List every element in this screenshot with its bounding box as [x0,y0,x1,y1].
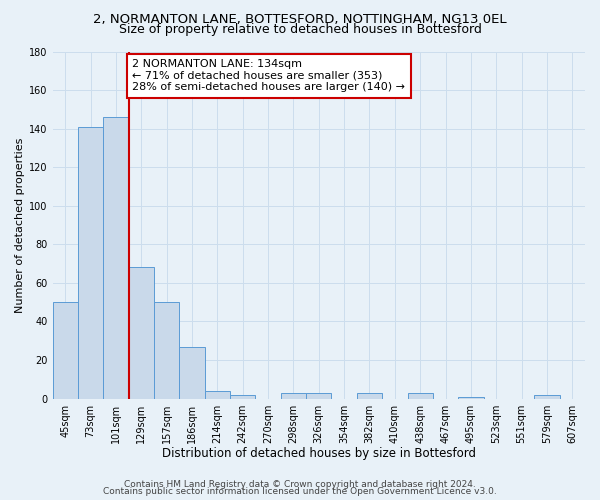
Text: 2, NORMANTON LANE, BOTTESFORD, NOTTINGHAM, NG13 0EL: 2, NORMANTON LANE, BOTTESFORD, NOTTINGHA… [93,12,507,26]
Bar [230,394,256,398]
X-axis label: Distribution of detached houses by size in Bottesford: Distribution of detached houses by size … [162,447,476,460]
Bar [306,393,331,398]
Bar [53,302,78,398]
Bar [205,391,230,398]
Text: 2 NORMANTON LANE: 134sqm
← 71% of detached houses are smaller (353)
28% of semi-: 2 NORMANTON LANE: 134sqm ← 71% of detach… [133,59,406,92]
Bar [103,117,128,398]
Bar [281,393,306,398]
Text: Contains HM Land Registry data © Crown copyright and database right 2024.: Contains HM Land Registry data © Crown c… [124,480,476,489]
Bar [458,396,484,398]
Bar [179,346,205,399]
Y-axis label: Number of detached properties: Number of detached properties [15,138,25,312]
Bar [534,394,560,398]
Bar [154,302,179,398]
Bar [357,393,382,398]
Text: Contains public sector information licensed under the Open Government Licence v3: Contains public sector information licen… [103,487,497,496]
Bar [78,126,103,398]
Bar [128,268,154,398]
Text: Size of property relative to detached houses in Bottesford: Size of property relative to detached ho… [119,22,481,36]
Bar [407,393,433,398]
